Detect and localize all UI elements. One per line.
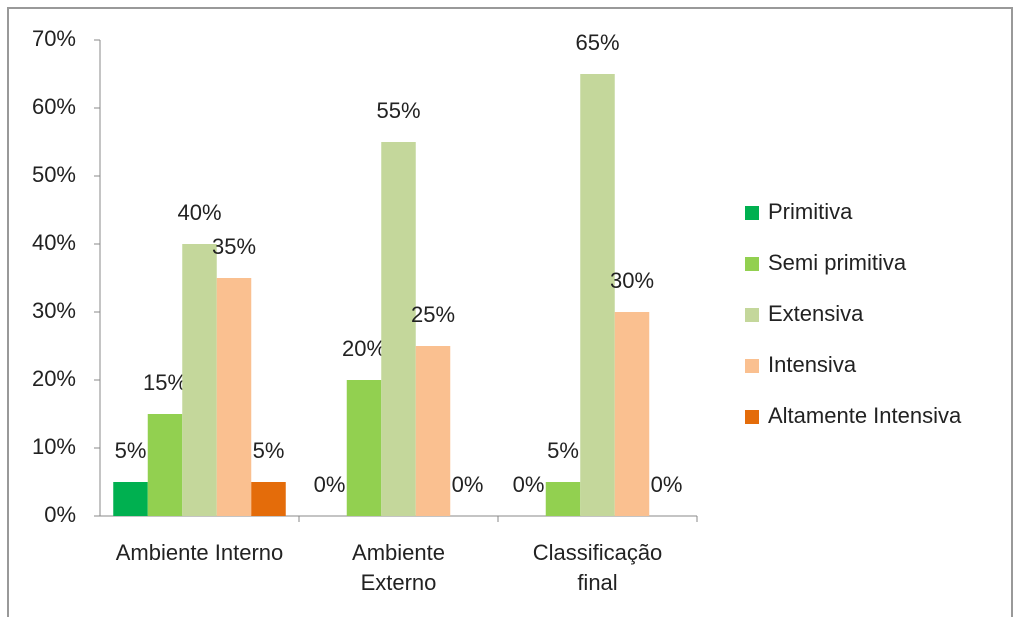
bar xyxy=(545,482,581,516)
value-label: 5% xyxy=(115,438,147,463)
y-tick-label: 70% xyxy=(32,26,76,51)
bar xyxy=(580,74,615,516)
legend-swatch xyxy=(745,359,759,373)
legend-label: Altamente Intensiva xyxy=(768,403,962,428)
y-tick-label: 40% xyxy=(32,230,76,255)
y-tick-label: 50% xyxy=(32,162,76,187)
x-tick-label: Ambiente Interno xyxy=(115,540,284,565)
bar xyxy=(346,380,382,516)
y-tick-label: 60% xyxy=(32,94,76,119)
value-label: 0% xyxy=(513,472,545,497)
value-label: 0% xyxy=(314,472,346,497)
legend-label: Semi primitiva xyxy=(768,250,907,275)
bar xyxy=(415,346,451,516)
y-tick-label: 30% xyxy=(32,298,76,323)
legend-label: Primitiva xyxy=(768,199,853,224)
y-tick-label: 0% xyxy=(44,502,76,527)
value-label: 0% xyxy=(452,472,484,497)
bar xyxy=(251,482,286,516)
value-label: 25% xyxy=(411,302,455,327)
value-label: 5% xyxy=(253,438,285,463)
bar xyxy=(182,244,217,516)
y-tick-label: 20% xyxy=(32,366,76,391)
legend-label: Intensiva xyxy=(768,352,857,377)
bar xyxy=(614,312,650,516)
value-label: 0% xyxy=(651,472,683,497)
bar xyxy=(113,482,148,516)
x-tick-label: Classificação final xyxy=(532,540,663,595)
value-label: 30% xyxy=(610,268,654,293)
bar xyxy=(216,278,252,516)
legend-label: Extensiva xyxy=(768,301,864,326)
bar xyxy=(381,142,416,516)
value-label: 20% xyxy=(342,336,386,361)
legend-swatch xyxy=(745,308,759,322)
y-tick-label: 10% xyxy=(32,434,76,459)
legend-swatch xyxy=(745,410,759,424)
x-tick-label: Ambiente Externo xyxy=(352,540,445,595)
legend-swatch xyxy=(745,257,759,271)
value-label: 5% xyxy=(547,438,579,463)
frame xyxy=(7,7,1013,617)
value-label: 65% xyxy=(575,30,619,55)
value-label: 55% xyxy=(376,98,420,123)
value-label: 35% xyxy=(212,234,256,259)
value-label: 15% xyxy=(143,370,187,395)
bar xyxy=(147,414,183,516)
legend-swatch xyxy=(745,206,759,220)
value-label: 40% xyxy=(177,200,221,225)
